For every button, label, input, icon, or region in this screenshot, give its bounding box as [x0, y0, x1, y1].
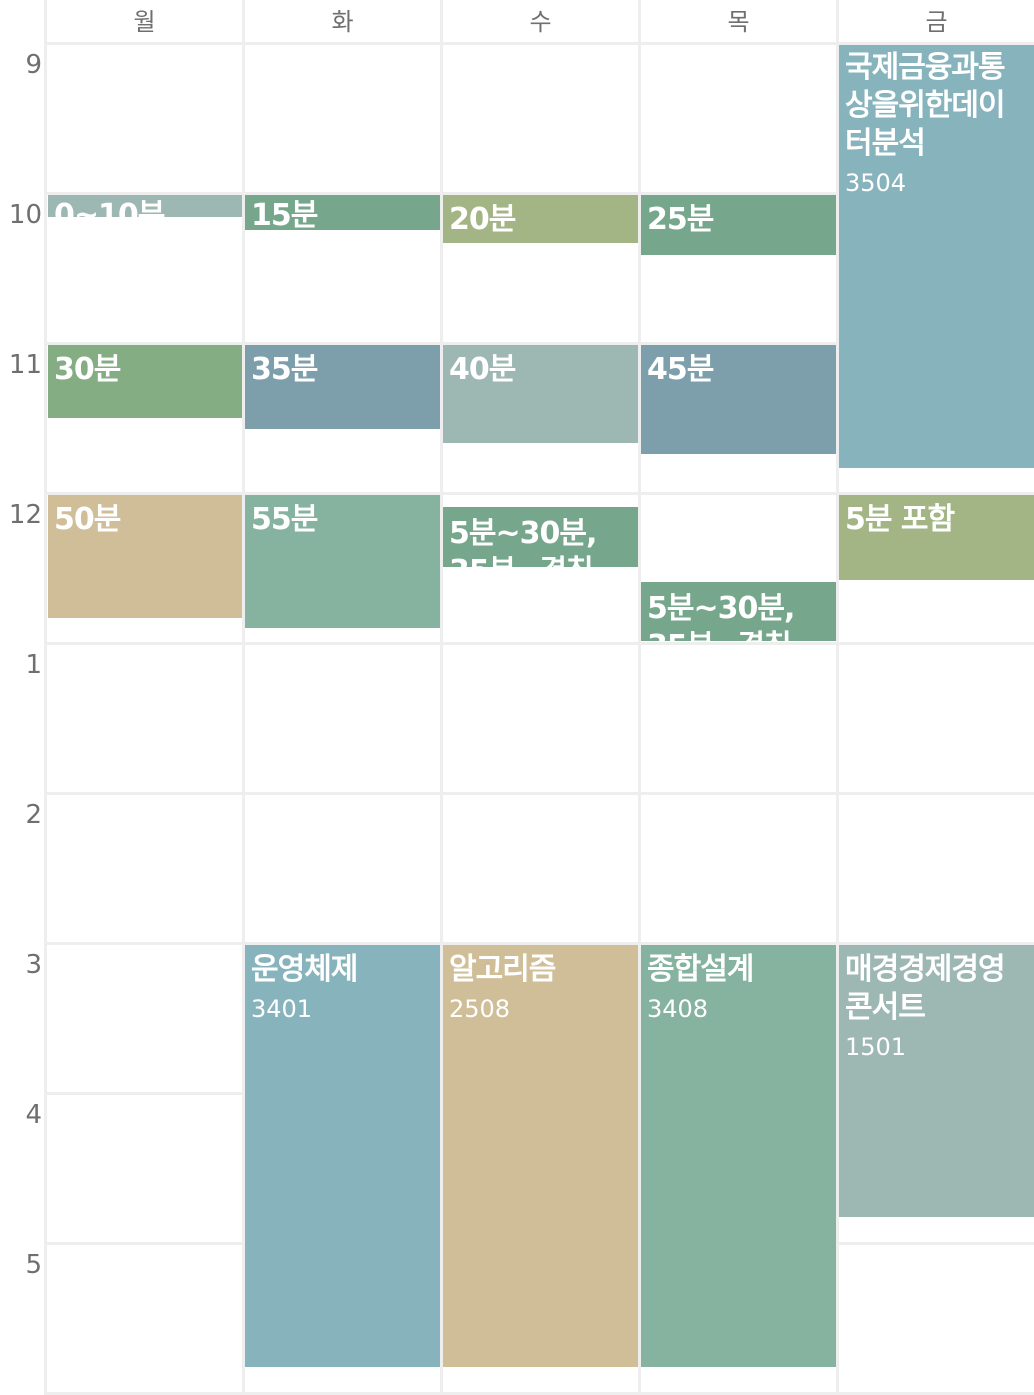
- event-block[interactable]: 45분: [641, 345, 836, 454]
- event-title: 25분: [647, 202, 714, 237]
- event-block[interactable]: 운영체제 3401: [245, 945, 440, 1367]
- grid-line: [46, 1392, 1034, 1395]
- day-header-mon: 월: [133, 8, 156, 36]
- hour-label: 1: [25, 650, 42, 680]
- hour-label: 5: [25, 1250, 42, 1280]
- grid-line: [46, 42, 1034, 45]
- event-title: 알고리즘: [449, 952, 556, 987]
- day-header-wed: 수: [529, 8, 552, 36]
- event-title: 35분: [251, 352, 318, 387]
- grid-line: [46, 192, 1034, 195]
- event-title: 5분 포함: [845, 502, 955, 537]
- hour-label: 11: [8, 350, 42, 380]
- hour-label: 3: [25, 950, 42, 980]
- event-block[interactable]: 종합설계 3408: [641, 945, 836, 1367]
- event-block[interactable]: 55분: [245, 495, 440, 628]
- day-header-thu: 목: [727, 8, 750, 36]
- grid-line: [46, 642, 1034, 645]
- event-room: 3408: [647, 995, 709, 1023]
- hour-label: 12: [8, 500, 42, 530]
- hour-label: 9: [25, 50, 42, 80]
- event-room: 3401: [251, 995, 313, 1023]
- event-title: 5분~30분, 35분~겹침: [647, 591, 795, 641]
- event-title: 45분: [647, 352, 714, 387]
- event-title: 운영체제: [251, 952, 358, 987]
- event-room: 2508: [449, 995, 511, 1023]
- event-block[interactable]: 5분~30분, 35분~겹침: [641, 582, 836, 641]
- event-title: 0~10분: [54, 198, 165, 217]
- event-title: 50분: [54, 502, 121, 537]
- event-title: 15분: [251, 198, 318, 230]
- grid-line: [836, 0, 839, 1395]
- event-block[interactable]: 5분~30분, 35분~겹침: [443, 507, 638, 567]
- event-block[interactable]: 15분: [245, 195, 440, 230]
- event-title: 매경경제경영콘서트: [845, 952, 1006, 1025]
- event-block[interactable]: 20분: [443, 195, 638, 243]
- event-title: 55분: [251, 502, 318, 537]
- grid-line: [46, 492, 1034, 495]
- event-block[interactable]: 30분: [48, 345, 242, 418]
- event-title: 30분: [54, 352, 121, 387]
- event-block[interactable]: 25분: [641, 195, 836, 255]
- grid-line: [46, 942, 1034, 945]
- event-title: 20분: [449, 202, 516, 237]
- event-block[interactable]: 국제금융과통상을위한데이터분석 3504: [839, 45, 1034, 468]
- day-header-tue: 화: [331, 8, 354, 36]
- event-room: 1501: [845, 1033, 907, 1061]
- event-title: 국제금융과통상을위한데이터분석: [845, 50, 1006, 161]
- event-title: 5분~30분, 35분~겹침: [449, 516, 597, 567]
- grid-line: [46, 342, 1034, 345]
- event-block[interactable]: 5분 포함: [839, 495, 1034, 580]
- grid-line: [638, 0, 641, 1395]
- grid-line: [46, 792, 1034, 795]
- grid-line: [440, 0, 443, 1395]
- event-room: 3504: [845, 169, 907, 197]
- event-block[interactable]: 40분: [443, 345, 638, 443]
- event-title: 종합설계: [647, 952, 754, 987]
- event-block[interactable]: 알고리즘 2508: [443, 945, 638, 1367]
- event-block[interactable]: 50분: [48, 495, 242, 618]
- grid-line: [44, 0, 47, 1395]
- grid-line: [242, 0, 245, 1395]
- hour-label: 10: [8, 200, 42, 230]
- event-block[interactable]: 35분: [245, 345, 440, 429]
- event-block[interactable]: 0~10분: [48, 195, 242, 217]
- event-block[interactable]: 매경경제경영콘서트 1501: [839, 945, 1034, 1217]
- hour-label: 2: [25, 800, 42, 830]
- day-header-fri: 금: [925, 8, 948, 36]
- hour-label: 4: [25, 1100, 42, 1130]
- event-title: 40분: [449, 352, 516, 387]
